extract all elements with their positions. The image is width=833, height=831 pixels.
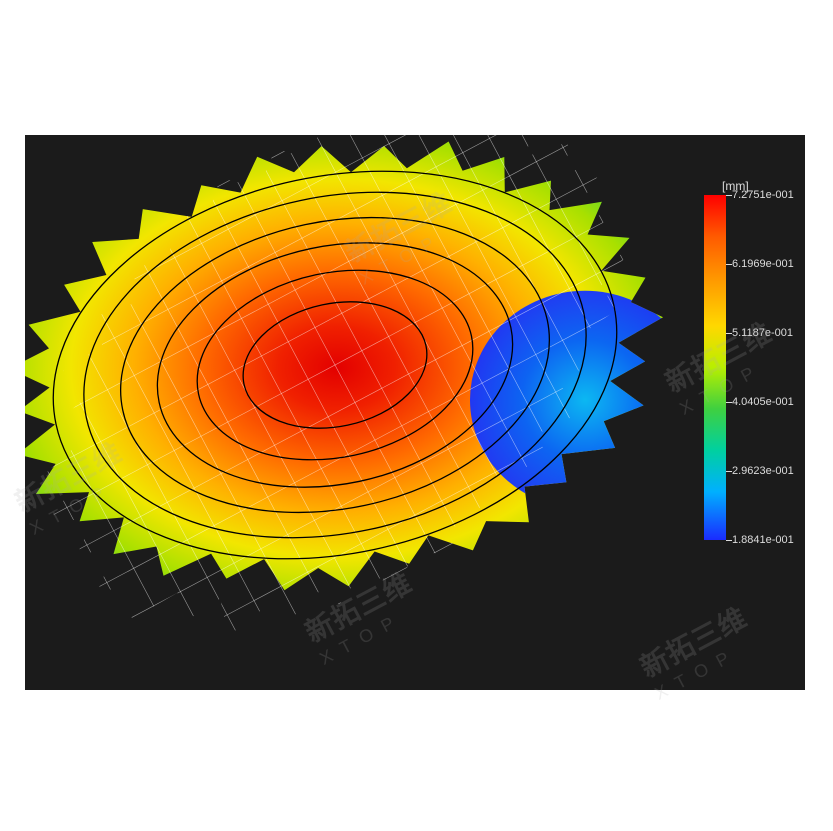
legend-tick-label: 6.1969e-001 [732,258,794,270]
heatmap-surface [25,135,805,690]
simulation-panel: [mm] 7.2751e-0016.1969e-0015.1187e-0014.… [25,135,805,690]
legend-tick-label: 5.1187e-001 [732,327,793,339]
legend-bar [704,195,726,540]
legend-tick-label: 1.8841e-001 [732,534,794,546]
legend-tick-label: 2.9623e-001 [732,465,794,477]
legend-tick-label: 7.2751e-001 [732,189,794,201]
legend-tick-label: 4.0405e-001 [732,396,794,408]
